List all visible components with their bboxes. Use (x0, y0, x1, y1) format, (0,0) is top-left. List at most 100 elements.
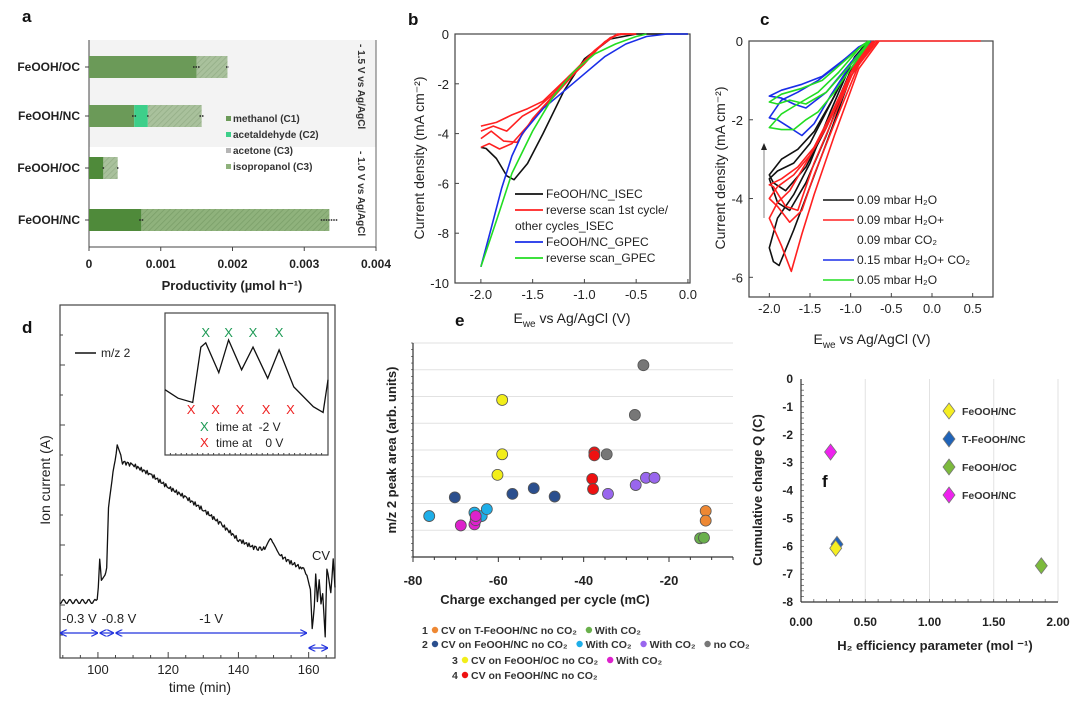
e-legend-marker (640, 640, 647, 648)
a-bar-methanol (89, 56, 197, 78)
a-xtick-label: 0.001 (146, 257, 176, 271)
f-ylabel: Cumulative charge Q (C) (750, 414, 765, 566)
e-legend-label: With CO₂ (595, 625, 641, 637)
f-ytick-label: -1 (782, 400, 793, 414)
a-xtick-label: 0.003 (289, 257, 319, 271)
b-xlabel: Ewe vs Ag/AgCl (V) (513, 310, 630, 330)
c-legend-label: 0.15 mbar H₂O+ CO₂ (857, 253, 970, 267)
a-xtick-label: 0.002 (217, 257, 247, 271)
b-series-line (480, 33, 631, 132)
e-legend-label: CV on FeOOH/NC no CO₂ (441, 639, 568, 651)
e-legend-label: CV on FeOOH/NC no CO₂ (471, 670, 598, 682)
c-ylabel: Current density (mA cm⁻²) (712, 87, 728, 250)
e-legend-marker (606, 656, 614, 664)
d-plot-frame (59, 304, 336, 659)
b-ytick-label: 0 (442, 27, 449, 42)
e-ylabel: m/z 2 peak area (arb. units) (384, 367, 399, 534)
d-ion-current-trace (59, 444, 336, 638)
e-legend-label: no CO₂ (714, 639, 750, 651)
d-xtick-label: 140 (228, 662, 250, 677)
c-xlabel-sub: we (822, 340, 836, 351)
c-legend-label: 0.09 mbar H₂O (857, 193, 937, 207)
e-legend-marker (704, 640, 711, 648)
c-xtick-label: 0.0 (923, 301, 941, 316)
e-data-point (602, 487, 614, 500)
a-category-label: FeOOH/OC (17, 161, 80, 175)
f-xtick-label: 2.00 (1046, 615, 1070, 629)
f-legend-marker (942, 402, 956, 420)
e-data-point (698, 531, 710, 544)
e-data-point (629, 479, 642, 491)
panel-label-d: d (22, 318, 32, 337)
d-ylabel: Ion current (A) (37, 435, 53, 524)
d-inset-marker-minus2V: X (224, 325, 233, 340)
a-legend-label: acetaldehyde (C2) (233, 130, 319, 141)
a-category-label: FeOOH/NC (18, 109, 80, 123)
d-phase-label: -0.3 V (62, 611, 97, 626)
d-inset-marker-minus2V: X (249, 325, 258, 340)
e-xtick-label: -60 (489, 573, 508, 588)
f-ytick-label: -3 (782, 456, 793, 470)
c-series-line (768, 40, 871, 105)
d-phase-label: -1 V (199, 611, 223, 626)
e-legend-number: 1 (422, 625, 428, 637)
e-data-point (548, 490, 561, 503)
e-data-point (496, 394, 509, 406)
b-series-line (480, 33, 688, 268)
d-inset-marker-minus2V: X (201, 325, 210, 340)
e-legend-marker (461, 656, 469, 664)
c-xtick-label: -0.5 (880, 301, 902, 316)
e-legend-marker (585, 626, 593, 634)
a-legend-label: isopropanol (C3) (233, 162, 312, 173)
b-legend-label: FeOOH/NC_GPEC (546, 235, 649, 249)
a-bar-acetaldehyde (134, 105, 148, 127)
d-inset-marker-0V: X (262, 402, 271, 417)
f-legend-marker (942, 486, 956, 504)
e-data-point (588, 449, 601, 462)
d-inset-legend-symbol: X (200, 435, 209, 450)
e-data-point (448, 491, 461, 504)
f-ytick-label: 0 (786, 372, 793, 386)
e-data-point (600, 448, 613, 461)
e-data-point (648, 471, 661, 484)
e-data-point (496, 448, 509, 461)
b-xtick-label: -0.5 (625, 287, 647, 302)
b-ytick-label: -4 (437, 127, 449, 142)
e-data-point (423, 510, 436, 522)
a-legend-label: methanol (C1) (233, 114, 300, 125)
f-legend-label: T-FeOOH/NC (962, 434, 1026, 446)
f-ytick-label: -4 (782, 484, 793, 498)
e-legend-label: With CO₂ (616, 655, 662, 667)
d-legend-label: m/z 2 (101, 346, 131, 360)
panel-label-c: c (760, 10, 769, 29)
a-xtick-label: 0 (86, 257, 93, 271)
b-ytick-label: -8 (437, 226, 449, 241)
e-data-point (491, 468, 504, 481)
f-legend-label: FeOOH/NC (962, 406, 1017, 418)
a-bar-acetone (103, 157, 118, 179)
e-xtick-label: -80 (404, 573, 423, 588)
c-series-line (768, 40, 880, 273)
b-xtick-label: -1.0 (573, 287, 595, 302)
a-group-label: - 1.0 V vs Ag/AgCl (355, 151, 366, 236)
f-xtick-label: 1.00 (918, 615, 942, 629)
b-series-line (480, 33, 647, 268)
d-xtick-label: 100 (87, 662, 109, 677)
e-xtick-label: -40 (574, 573, 593, 588)
a-xtick-label: 0.004 (361, 257, 391, 271)
c-xtick-label: -1.5 (799, 301, 821, 316)
b-xtick-label: -2.0 (470, 287, 492, 302)
panel-label-a: a (22, 7, 32, 26)
c-ytick-label: -2 (731, 113, 743, 128)
e-data-point (637, 359, 650, 372)
e-data-point (699, 514, 712, 527)
f-legend-marker (942, 430, 956, 448)
b-series-line (480, 33, 637, 127)
a-legend-swatch (226, 132, 231, 137)
d-inset-marker-minus2V: X (275, 325, 284, 340)
e-legend-label: With CO₂ (650, 639, 696, 651)
f-ytick-label: -6 (782, 539, 793, 553)
f-data-point (824, 443, 838, 461)
